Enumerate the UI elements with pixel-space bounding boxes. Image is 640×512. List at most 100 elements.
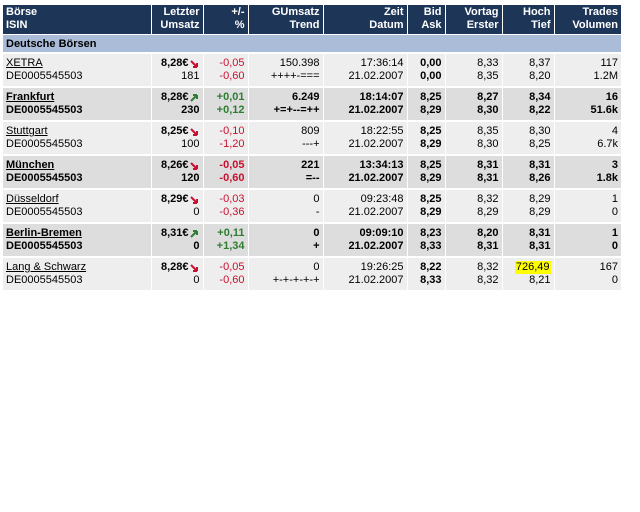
arrow-up-icon [189, 93, 198, 102]
low: 8,22 [529, 104, 551, 116]
time: 18:22:55 [360, 125, 404, 137]
bid: 8,25 [420, 193, 442, 205]
high-low-cell: 8,37 8,20 [502, 52, 555, 87]
date: 21.02.2007 [348, 240, 404, 252]
high-low-cell: 726,49 8,21 [502, 256, 555, 290]
ask: 8,33 [420, 240, 442, 252]
trend: ---+ [302, 138, 320, 150]
trend: +=+--=++ [273, 104, 320, 116]
exchange-link[interactable]: Düsseldorf [6, 193, 59, 205]
table-row: München DE0005545503 8,26€ 120 -0,05 -0,… [3, 154, 621, 189]
trend: - [315, 206, 320, 218]
last-price: 8,29€ [161, 193, 200, 206]
volume: 0 [193, 274, 200, 286]
header-label: Börse [6, 6, 38, 18]
last-price-cell: 8,25€ 100 [151, 120, 204, 155]
volume: 0 [193, 206, 200, 218]
exchange-cell: Düsseldorf DE0005545503 [3, 188, 152, 223]
exchange-link[interactable]: Frankfurt [6, 91, 55, 103]
change-abs: -0,03 [219, 193, 245, 205]
total-volume: 0 [313, 227, 320, 239]
trades-cell: 4 6.7k [554, 120, 621, 155]
trades-cell: 3 1.8k [554, 154, 621, 189]
col-header-trades[interactable]: Trades Volumen [554, 5, 621, 35]
exchange-cell: Stuttgart DE0005545503 [3, 120, 152, 155]
time-cell: 19:26:25 21.02.2007 [323, 256, 408, 290]
time: 09:09:10 [359, 227, 404, 239]
total-volume: 0 [313, 193, 320, 205]
volume: 100 [181, 138, 200, 150]
change-abs: -0,05 [219, 261, 245, 273]
exchange-cell: Berlin-Bremen DE0005545503 [3, 222, 152, 257]
date: 21.02.2007 [348, 104, 404, 116]
first-price: 8,35 [477, 70, 499, 82]
first-price: 8,32 [477, 274, 499, 286]
trades: 1 [611, 193, 618, 205]
total-volume-cell: 0 + [248, 222, 324, 257]
col-header-total-volume[interactable]: GUmsatz Trend [248, 5, 324, 35]
high: 8,30 [529, 125, 551, 137]
time: 09:23:48 [360, 193, 404, 205]
trades-cell: 1 0 [554, 222, 621, 257]
trend: + [313, 240, 320, 252]
low: 8,21 [529, 274, 551, 286]
time-cell: 18:22:55 21.02.2007 [323, 120, 408, 155]
table-row: Berlin-Bremen DE0005545503 8,31€ 0 +0,11… [3, 222, 621, 257]
volume: 120 [181, 172, 200, 184]
trend: ++++-=== [270, 70, 320, 82]
exchange-link[interactable]: Lang & Schwarz [6, 261, 87, 273]
exchange-link[interactable]: Berlin-Bremen [6, 227, 82, 239]
exchange-link[interactable]: Stuttgart [6, 125, 48, 137]
col-header-high-low[interactable]: Hoch Tief [502, 5, 555, 35]
col-header-last[interactable]: Letzter Umsatz [151, 5, 204, 35]
time-cell: 18:14:07 21.02.2007 [323, 86, 408, 121]
bid: 8,25 [420, 91, 442, 103]
col-header-bid-ask[interactable]: Bid Ask [407, 5, 446, 35]
last-price-cell: 8,26€ 120 [151, 154, 204, 189]
high-low-cell: 8,31 8,31 [502, 222, 555, 257]
trades: 167 [599, 261, 618, 273]
bid-ask-cell: 8,25 8,29 [407, 188, 446, 223]
trades: 117 [600, 57, 618, 69]
last-price: 8,26€ [161, 159, 200, 172]
prev-close: 8,35 [477, 125, 499, 137]
trade-volume: 1.8k [596, 172, 618, 184]
exchange-link[interactable]: XETRA [6, 57, 43, 69]
high: 726,49 [514, 261, 551, 274]
bid-ask-cell: 8,25 8,29 [407, 86, 446, 121]
arrow-down-icon [189, 161, 198, 170]
col-header-time[interactable]: Zeit Datum [323, 5, 408, 35]
date: 21.02.2007 [348, 206, 404, 218]
header-row: Börse ISIN Letzter Umsatz +/-% GUmsatz Tren… [3, 5, 621, 35]
date: 21.02.2007 [348, 138, 404, 150]
col-header-prev[interactable]: Vortag Erster [445, 5, 503, 35]
ask: 8,29 [420, 138, 442, 150]
time: 19:26:25 [360, 261, 404, 273]
time-cell: 13:34:13 21.02.2007 [323, 154, 408, 189]
col-header-exchange[interactable]: Börse ISIN [3, 5, 152, 35]
section-title: Deutsche Börsen [3, 34, 621, 53]
last-price-cell: 8,28€ 0 [151, 256, 204, 290]
trade-volume: 51.6k [590, 104, 618, 116]
trend: +-+-+-+-+ [272, 274, 320, 286]
total-volume: 809 [301, 125, 320, 137]
total-volume: 150.398 [279, 57, 320, 69]
header-label: Datum [369, 19, 404, 31]
bid: 8,25 [420, 125, 442, 137]
header-label: Trend [289, 19, 320, 31]
change-cell: +0,11 +1,34 [203, 222, 249, 257]
volume: 0 [193, 240, 200, 252]
change-cell: -0,10 -1,20 [203, 120, 249, 155]
header-label: GUmsatz [271, 6, 320, 18]
change-pct: +1,34 [216, 240, 245, 252]
header-label: Bid [423, 6, 442, 18]
first-price: 8,31 [477, 172, 499, 184]
bid: 0,00 [420, 57, 442, 69]
change-cell: -0,05 -0,60 [203, 52, 249, 87]
col-header-change[interactable]: +/-% [203, 5, 249, 35]
exchange-link[interactable]: München [6, 159, 55, 171]
low: 8,25 [529, 138, 551, 150]
change-cell: -0,05 -0,60 [203, 154, 249, 189]
total-volume-cell: 150.398 ++++-=== [248, 52, 324, 87]
last-price: 8,28€ [161, 57, 200, 70]
